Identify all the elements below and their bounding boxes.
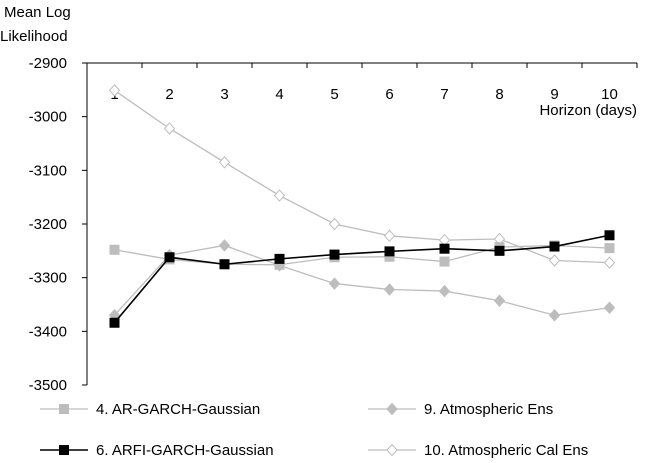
data-point bbox=[604, 243, 615, 254]
data-point bbox=[109, 317, 120, 328]
data-point bbox=[109, 244, 120, 255]
series-line bbox=[114, 244, 610, 266]
data-point bbox=[549, 241, 560, 252]
legend-marker bbox=[59, 404, 69, 414]
y-axis-ticks: -2900 -3000 -3100 -3200 -3300 -3400 -3500 bbox=[29, 55, 87, 394]
y-axis-title-line-2: Likelihood bbox=[0, 28, 68, 45]
x-tick-label: 6 bbox=[385, 86, 393, 103]
legend-marker bbox=[386, 402, 398, 416]
x-tick-label: 5 bbox=[330, 86, 338, 103]
x-tick-label: 8 bbox=[495, 86, 503, 103]
legend-label: 10. Atmospheric Cal Ens bbox=[424, 442, 588, 459]
data-point bbox=[163, 122, 176, 135]
series-line bbox=[113, 234, 610, 324]
x-tick-label: 10 bbox=[601, 86, 618, 103]
legend-marker bbox=[59, 445, 69, 455]
y-tick-label: -3000 bbox=[29, 109, 67, 126]
x-axis-title: Horizon (days) bbox=[539, 102, 637, 119]
data-point bbox=[494, 245, 505, 256]
x-axis-ticks: 12345678910 bbox=[86, 63, 638, 103]
series-line bbox=[114, 89, 610, 264]
x-tick-label: 3 bbox=[220, 86, 228, 103]
legend-label: 6. ARFI-GARCH-Gaussian bbox=[96, 442, 274, 459]
data-point bbox=[603, 256, 616, 269]
legend-label: 4. AR-GARCH-Gaussian bbox=[96, 401, 260, 418]
legend-item: 4. AR-GARCH-Gaussian bbox=[40, 401, 260, 418]
series-1 bbox=[109, 240, 615, 270]
y-tick-label: -3400 bbox=[29, 323, 67, 340]
y-tick-label: -3100 bbox=[29, 162, 67, 179]
legend-label: 9. Atmospheric Ens bbox=[424, 401, 553, 418]
series-3 bbox=[109, 230, 615, 328]
data-point bbox=[108, 84, 121, 97]
data-point bbox=[384, 246, 395, 257]
y-tick-label: -3500 bbox=[29, 377, 67, 394]
data-point bbox=[328, 217, 341, 231]
data-point bbox=[438, 284, 451, 298]
series-4 bbox=[108, 84, 616, 269]
legend-item: 6. ARFI-GARCH-Gaussian bbox=[40, 442, 274, 459]
data-point bbox=[383, 283, 396, 296]
data-point bbox=[329, 249, 340, 260]
series-2 bbox=[108, 239, 616, 322]
x-tick-label: 4 bbox=[275, 86, 283, 103]
x-tick-label: 9 bbox=[550, 86, 558, 103]
data-point bbox=[548, 308, 561, 322]
data-point bbox=[603, 301, 616, 314]
data-point bbox=[383, 229, 396, 243]
y-axis-title: Mean Log Likelihood bbox=[0, 4, 71, 45]
y-tick-label: -3300 bbox=[29, 270, 67, 287]
data-point bbox=[548, 254, 561, 267]
series-line bbox=[114, 244, 610, 316]
data-point bbox=[218, 156, 231, 169]
legend-item: 10. Atmospheric Cal Ens bbox=[368, 442, 588, 459]
x-tick-label: 7 bbox=[440, 86, 448, 103]
legend-item: 9. Atmospheric Ens bbox=[368, 401, 553, 418]
data-point bbox=[493, 294, 506, 307]
data-point bbox=[219, 259, 230, 270]
data-point bbox=[218, 239, 231, 252]
legend-marker bbox=[386, 443, 398, 457]
data-point bbox=[274, 253, 285, 264]
data-point bbox=[604, 230, 615, 241]
y-axis-title-line-1: Mean Log bbox=[4, 4, 71, 21]
series-layer bbox=[108, 84, 616, 328]
y-tick-label: -3200 bbox=[29, 216, 67, 233]
data-point bbox=[439, 243, 450, 254]
x-tick-label: 2 bbox=[165, 86, 173, 103]
data-point bbox=[164, 252, 175, 263]
y-tick-label: -2900 bbox=[29, 55, 67, 72]
legend: 4. AR-GARCH-Gaussian 9. Atmospheric Ens 6.… bbox=[40, 401, 588, 459]
data-point bbox=[328, 277, 341, 290]
data-point bbox=[273, 189, 286, 202]
data-point bbox=[439, 256, 450, 267]
